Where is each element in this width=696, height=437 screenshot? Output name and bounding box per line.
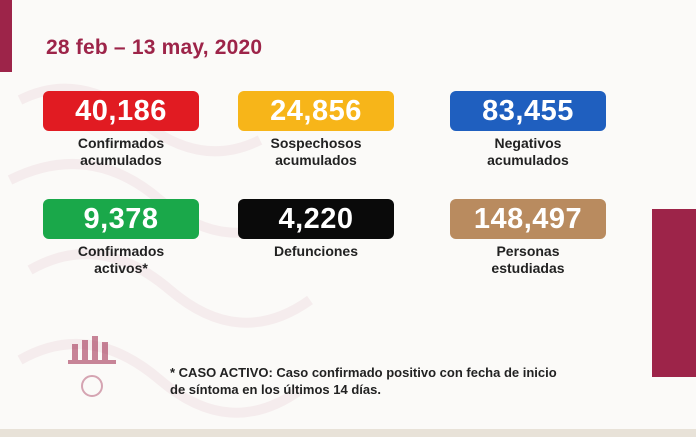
stat-estudiadas: 148,497 Personas estudiadas <box>450 199 606 277</box>
stat-confirmados: 40,186 Confirmados acumulados <box>43 91 199 169</box>
stat-label-line: acumulados <box>487 152 569 168</box>
stat-label-line: estudiadas <box>491 260 565 276</box>
footnote-line: de síntoma en los últimos 14 días. <box>170 382 381 397</box>
stat-label-line: Negativos <box>494 135 562 151</box>
stat-label-line: activos* <box>94 260 148 276</box>
stat-value-negativos: 83,455 <box>450 91 606 131</box>
stat-label-sospechosos: Sospechosos acumulados <box>238 135 394 169</box>
stat-value-sospechosos: 24,856 <box>238 91 394 131</box>
stat-label-confirmados: Confirmados acumulados <box>43 135 199 169</box>
footnote: * CASO ACTIVO: Caso confirmado positivo … <box>170 364 610 398</box>
bottom-strip <box>0 429 696 437</box>
brand-edge-bar <box>0 0 12 72</box>
stat-value-confirmados: 40,186 <box>43 91 199 131</box>
stat-label-line: acumulados <box>80 152 162 168</box>
stat-label-line: Confirmados <box>77 135 165 151</box>
stat-label-defunciones: Defunciones <box>238 243 394 260</box>
stat-sospechosos: 24,856 Sospechosos acumulados <box>238 91 394 169</box>
footnote-line: * CASO ACTIVO: Caso confirmado positivo … <box>170 365 557 380</box>
stat-negativos: 83,455 Negativos acumulados <box>450 91 606 169</box>
stat-label-line: Confirmados <box>77 243 165 259</box>
stat-activos: 9,378 Confirmados activos* <box>43 199 199 277</box>
stat-label-line: acumulados <box>275 152 357 168</box>
brand-side-tab <box>652 209 696 377</box>
stat-label-line: Personas <box>496 243 560 259</box>
stat-value-estudiadas: 148,497 <box>450 199 606 239</box>
stat-defunciones: 4,220 Defunciones <box>238 199 394 260</box>
stat-label-estudiadas: Personas estudiadas <box>450 243 606 277</box>
government-logo-icon <box>68 336 116 397</box>
stat-label-line: Sospechosos <box>270 135 362 151</box>
stat-value-activos: 9,378 <box>43 199 199 239</box>
stat-label-line: Defunciones <box>273 243 358 259</box>
stat-label-negativos: Negativos acumulados <box>450 135 606 169</box>
stat-label-activos: Confirmados activos* <box>43 243 199 277</box>
date-range: 28 feb – 13 may, 2020 <box>46 36 263 59</box>
stat-value-defunciones: 4,220 <box>238 199 394 239</box>
